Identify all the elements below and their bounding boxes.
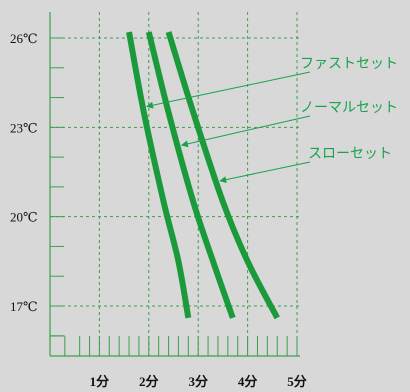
annotation-label-1: ノーマルセット — [300, 100, 398, 116]
x-tick-label: 1分 — [90, 374, 110, 389]
y-tick-label: 23℃ — [10, 120, 38, 135]
y-tick-label: 20℃ — [10, 210, 38, 225]
x-tick-label: 4分 — [238, 374, 258, 389]
annotation-label-0: ファストセット — [300, 56, 398, 72]
x-tick-label: 3分 — [188, 374, 208, 389]
annotation-arrow-2 — [220, 162, 310, 181]
x-tick-label: 5分 — [287, 374, 307, 389]
curves — [129, 32, 277, 318]
x-tick-label: 2分 — [139, 374, 159, 389]
annotation-arrow-0 — [147, 72, 310, 106]
curve-series-1 — [149, 32, 233, 318]
y-tick-label: 26℃ — [10, 31, 38, 46]
y-tick-label: 17℃ — [10, 299, 38, 314]
annotation-label-2: スローセット — [308, 146, 392, 162]
